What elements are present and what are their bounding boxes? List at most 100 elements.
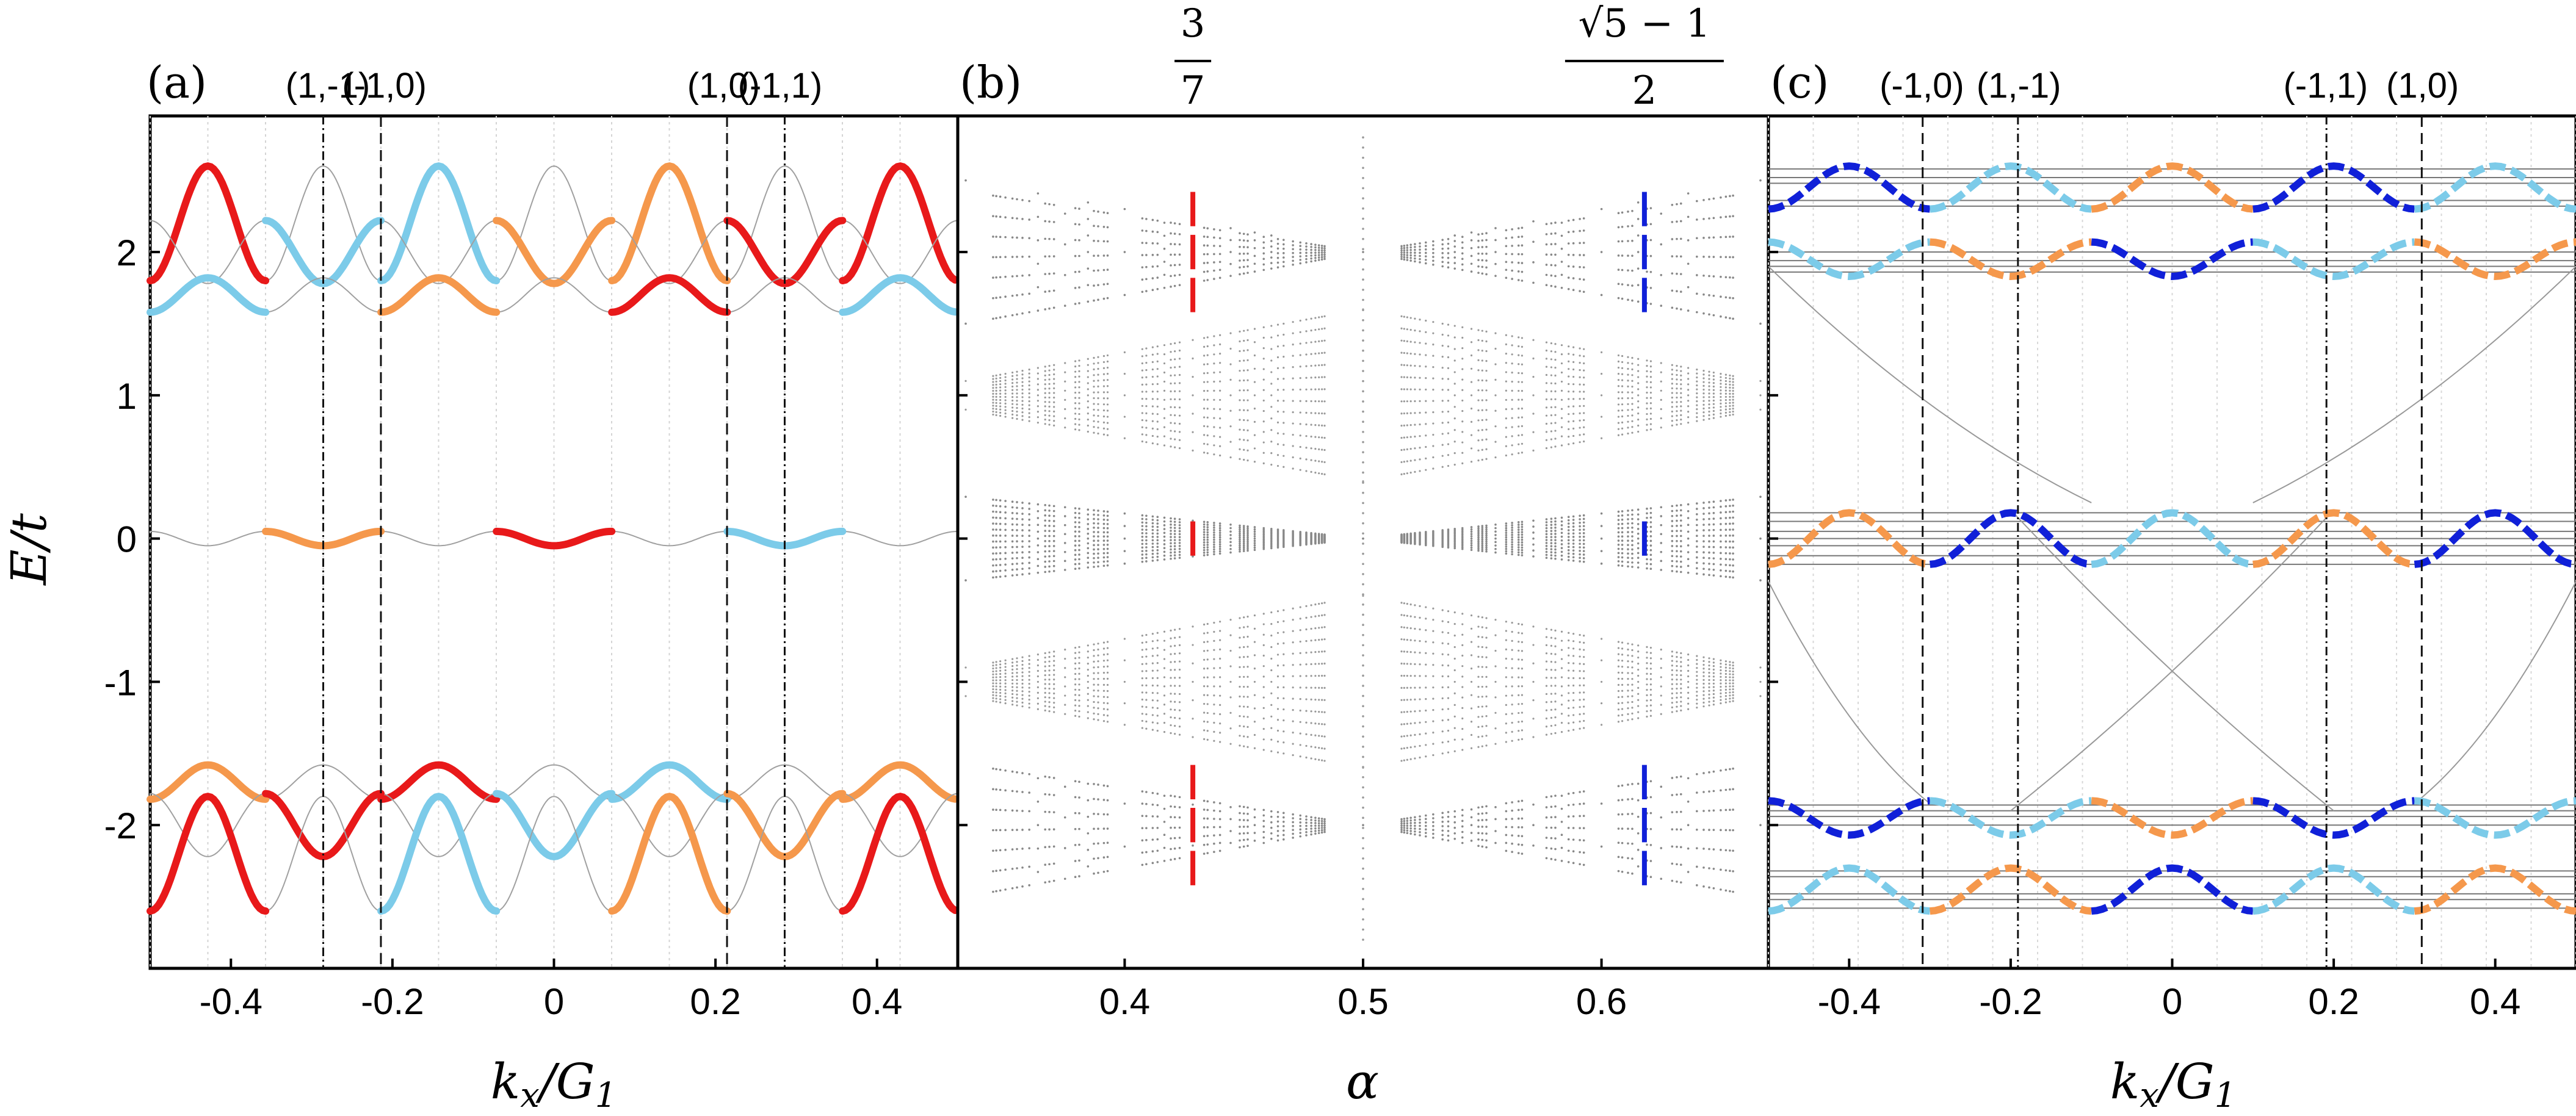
spectrum-point xyxy=(1724,517,1728,519)
spectrum-point xyxy=(1406,614,1408,617)
spectrum-point xyxy=(1637,370,1640,372)
spectrum-point xyxy=(1583,727,1585,729)
spectrum-point xyxy=(1203,538,1206,541)
spectrum-point xyxy=(1206,685,1209,688)
spectrum-point xyxy=(1028,396,1030,398)
spectrum-point xyxy=(1044,810,1047,813)
spectrum-point xyxy=(1621,841,1624,844)
spectrum-point xyxy=(1106,827,1109,830)
spectrum-point xyxy=(1485,839,1488,842)
spectrum-point xyxy=(1568,375,1570,378)
spectrum-point xyxy=(1461,533,1464,536)
spectrum-point xyxy=(1011,704,1014,706)
y-axis-label: E/t xyxy=(1,513,57,586)
spectrum-point xyxy=(1097,269,1099,272)
spectrum-point xyxy=(1687,871,1690,873)
spectrum-point xyxy=(1213,538,1215,541)
spectrum-point xyxy=(1720,216,1722,218)
spectrum-point xyxy=(1494,456,1497,459)
spectrum-point xyxy=(1572,405,1575,408)
spectrum-point xyxy=(1441,631,1444,633)
spectrum-point xyxy=(1660,685,1662,688)
spectrum-point xyxy=(1646,408,1648,410)
spectrum-point xyxy=(1283,631,1285,633)
spectrum-point xyxy=(1729,685,1731,688)
spectrum-point xyxy=(1419,365,1421,367)
spectrum-point xyxy=(1511,426,1513,428)
spectrum-point xyxy=(1424,251,1427,254)
spectrum-point xyxy=(1732,510,1734,513)
spectrum-point xyxy=(1461,268,1464,272)
spectrum-point xyxy=(1106,785,1109,788)
spectrum-point xyxy=(1044,687,1046,689)
spectrum-point xyxy=(1409,257,1412,259)
spectrum-point xyxy=(1097,527,1099,529)
spectrum-point xyxy=(1078,381,1080,383)
spectrum-point xyxy=(1044,202,1047,205)
spectrum-point xyxy=(1671,683,1673,685)
spectrum-point xyxy=(1481,252,1484,255)
spectrum-point xyxy=(1206,253,1209,256)
spectrum-point xyxy=(1560,730,1563,733)
spectrum-point xyxy=(1671,828,1674,831)
spectrum-point xyxy=(1064,667,1066,669)
spectrum-point xyxy=(1213,826,1215,829)
spectrum-point xyxy=(1145,677,1148,680)
spectrum-point xyxy=(1283,820,1285,823)
spectrum-point xyxy=(1305,821,1308,824)
spectrum-point xyxy=(1242,530,1245,533)
spectrum-point xyxy=(1318,340,1320,342)
spectrum-point xyxy=(1262,541,1265,544)
spectrum-point xyxy=(1021,701,1024,704)
spectrum-point xyxy=(1419,827,1421,830)
spectrum-point xyxy=(1406,638,1408,641)
spectrum-point xyxy=(1409,340,1412,343)
spectrum-point xyxy=(1582,851,1585,854)
spectrum-point xyxy=(1696,513,1698,516)
spectrum-point xyxy=(1219,436,1221,438)
spectrum-point xyxy=(1218,245,1221,248)
spectrum-point xyxy=(1550,536,1553,538)
spectrum-point xyxy=(1270,704,1273,706)
spectrum-point xyxy=(1097,689,1099,692)
spectrum-point xyxy=(1621,544,1624,546)
spectrum-point xyxy=(999,808,1002,812)
spectrum-point xyxy=(1720,682,1722,685)
spectrum-point xyxy=(1253,526,1256,528)
spectrum-point xyxy=(1461,257,1464,261)
spectrum-point xyxy=(1646,694,1648,696)
spectrum-point xyxy=(1243,705,1245,708)
spectrum-point xyxy=(1151,289,1154,292)
spectrum-point xyxy=(1203,632,1206,635)
spectrum-point xyxy=(1560,833,1563,837)
spectrum-point xyxy=(1511,344,1513,347)
spectrum-point xyxy=(1097,565,1099,568)
spectrum-point xyxy=(1206,408,1209,410)
spectrum-point xyxy=(1028,508,1030,510)
spectrum-point xyxy=(1676,307,1678,310)
spectrum-point xyxy=(1063,506,1066,509)
spectrum-point xyxy=(1321,376,1323,378)
spectrum-point xyxy=(1276,675,1279,678)
spectrum-point xyxy=(1173,527,1176,529)
spectrum-point xyxy=(999,505,1002,508)
spectrum-point xyxy=(1016,313,1018,316)
spectrum-point xyxy=(1518,354,1520,356)
spectrum-point xyxy=(1318,663,1320,665)
spectrum-point xyxy=(1627,535,1629,538)
spectrum-point xyxy=(1702,668,1705,670)
spectrum-point xyxy=(1461,536,1464,539)
spectrum-point xyxy=(1511,245,1513,247)
spectrum-point xyxy=(1649,376,1652,378)
spectrum-point xyxy=(1192,644,1194,646)
spectrum-point xyxy=(1481,448,1483,451)
spectrum-point xyxy=(1310,341,1312,344)
spectrum-point xyxy=(1560,846,1563,849)
spectrum-point xyxy=(995,570,997,572)
spectrum-point xyxy=(1178,652,1181,655)
spectrum-point xyxy=(1532,662,1535,664)
spectrum-point xyxy=(1545,518,1548,520)
spectrum-point xyxy=(1178,826,1181,829)
spectrum-point xyxy=(1649,511,1652,514)
spectrum-point xyxy=(1545,544,1548,547)
